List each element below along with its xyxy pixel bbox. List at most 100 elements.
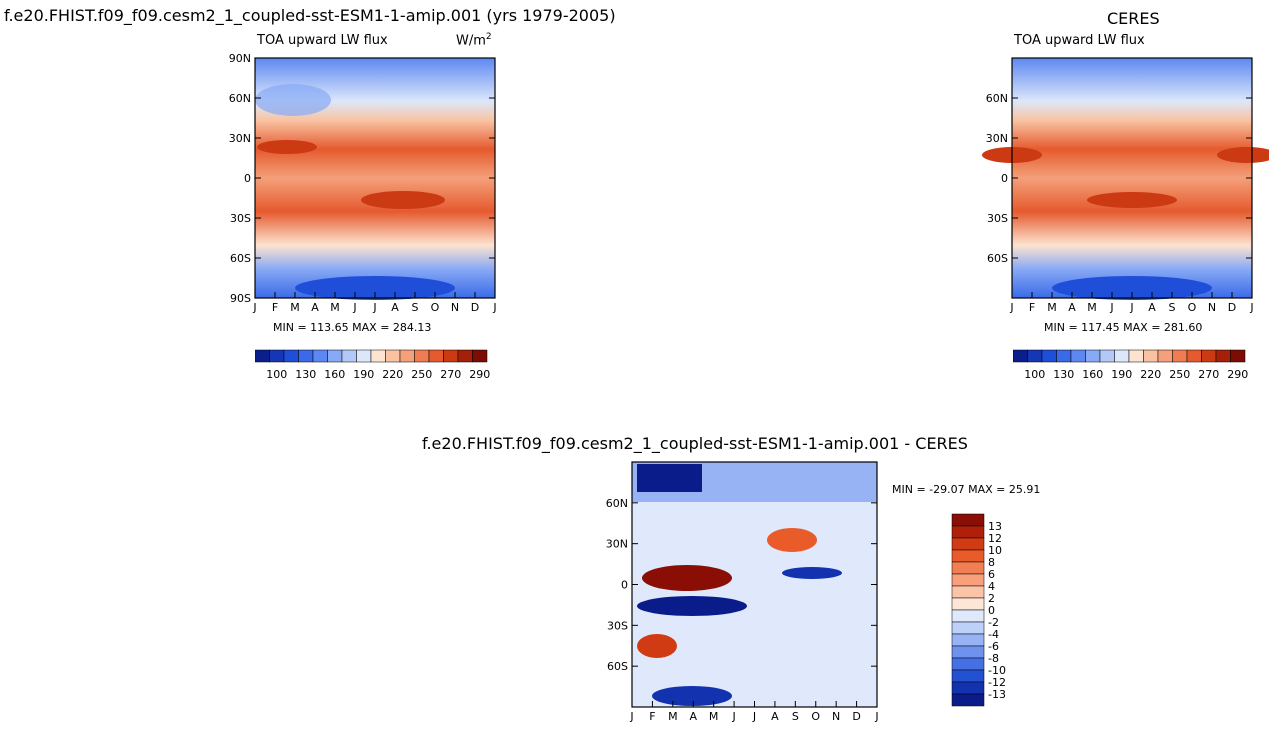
ceres-colorbar-cell <box>1172 349 1188 363</box>
diff-colorbar-cell <box>951 693 985 707</box>
ceres-xtick-label: J <box>1249 301 1253 314</box>
diff-xtick-label: S <box>792 710 799 723</box>
diff-colorbar-cell <box>951 669 985 683</box>
model-colorbar-label: 290 <box>469 368 490 381</box>
model-xtick-label: N <box>451 301 459 314</box>
ceres-ytick-label: 30S <box>987 212 1008 225</box>
ceres-colorbar-cell <box>1215 349 1231 363</box>
diff-xtick-label: M <box>668 710 678 723</box>
diff-colorbar-label: -13 <box>988 688 1006 701</box>
diff-colorbar-label: 6 <box>988 568 995 581</box>
diff-colorbar-cell <box>951 537 985 551</box>
model-colorbar-cell <box>283 349 299 363</box>
model-ytick-label: 90N <box>229 52 251 65</box>
diff-colorbar-cell <box>951 609 985 623</box>
model-colorbar-label: 270 <box>440 368 461 381</box>
diff-xtick-label: D <box>852 710 860 723</box>
ceres-ytick-label: 60N <box>986 92 1008 105</box>
ceres-colorbar: 100 130 160 190 220 250 270 290 <box>1013 349 1248 381</box>
ceres-ytick-label: 30N <box>986 132 1008 145</box>
ceres-xtick-label: F <box>1029 301 1035 314</box>
ceres-xtick-label: D <box>1228 301 1236 314</box>
model-xtick-label: A <box>391 301 399 314</box>
diff-colorbar-cell <box>951 561 985 575</box>
model-colorbar-cell <box>414 349 430 363</box>
ceres-colorbar-cell <box>1143 349 1159 363</box>
ceres-colorbar-cell <box>1027 349 1043 363</box>
ceres-xtick-label: J <box>1109 301 1113 314</box>
diff-colorbar-label: -4 <box>988 628 999 641</box>
diff-xtick-label: F <box>649 710 655 723</box>
model-xtick-label: J <box>372 301 376 314</box>
model-xtick-label: F <box>272 301 278 314</box>
model-colorbar-cell <box>356 349 372 363</box>
model-colorbar-label: 100 <box>266 368 287 381</box>
diff-antarctic-min <box>652 686 732 706</box>
model-xtick-label: D <box>471 301 479 314</box>
ceres-colorbar-cell <box>1128 349 1144 363</box>
ceres-xtick-label: O <box>1188 301 1197 314</box>
ceres-colorbar-cell <box>1085 349 1101 363</box>
model-colorbar-cell <box>327 349 343 363</box>
model-xtick-label: M <box>290 301 300 314</box>
model-colorbar-cell <box>269 349 285 363</box>
model-nh-winter-anomaly <box>255 84 331 116</box>
right-figure-title: CERES <box>1107 9 1160 28</box>
diff-xtick-label: J <box>731 710 735 723</box>
model-colorbar-cell <box>298 349 314 363</box>
model-colorbar-cell <box>399 349 415 363</box>
diff-min-max: MIN = -29.07 MAX = 25.91 <box>892 483 1041 496</box>
ceres-colorbar-cell <box>1041 349 1057 363</box>
model-ytick-label: 90S <box>230 292 251 305</box>
diff-colorbar-cell <box>951 633 985 647</box>
ceres-colorbar-label: 250 <box>1169 368 1190 381</box>
diff-colorbar-label: 13 <box>988 520 1002 533</box>
diff-colorbar-label: 8 <box>988 556 995 569</box>
ceres-colorbar-cell <box>1013 349 1028 363</box>
model-colorbar-label: 160 <box>324 368 345 381</box>
ceres-field-fill <box>1012 58 1252 298</box>
ceres-colorbar-labels: 100 130 160 190 220 250 270 290 <box>1024 368 1248 381</box>
diff-ytick-label: 60S <box>607 660 628 673</box>
diff-nh-max <box>767 528 817 552</box>
diff-colorbar-cell <box>951 573 985 587</box>
left-figure-title: f.e20.FHIST.f09_f09.cesm2_1_coupled-sst-… <box>4 6 616 25</box>
bottom-figure-title: f.e20.FHIST.f09_f09.cesm2_1_coupled-sst-… <box>422 434 968 453</box>
model-colorbar-label: 190 <box>353 368 374 381</box>
ceres-xtick-label: S <box>1169 301 1176 314</box>
ceres-xtick-label: N <box>1208 301 1216 314</box>
ceres-ticks <box>1011 97 1253 298</box>
ceres-colorbar-cell <box>1186 349 1202 363</box>
model-colorbar-labels: 100 130 160 190 220 250 270 290 <box>266 368 490 381</box>
ceres-xtick-label: A <box>1068 301 1076 314</box>
model-colorbar-label: 130 <box>295 368 316 381</box>
model-colorbar-cell <box>385 349 401 363</box>
diff-ytick-label: 30S <box>607 619 628 632</box>
diff-colorbar-cell <box>951 681 985 695</box>
model-min-max: MIN = 113.65 MAX = 284.13 <box>273 321 432 334</box>
ceres-ytick-label: 60S <box>987 252 1008 265</box>
diff-xtick-label: M <box>709 710 719 723</box>
ceres-colorbar-label: 290 <box>1227 368 1248 381</box>
diff-tropical-max <box>642 565 732 591</box>
model-xtick-label: J <box>492 301 496 314</box>
model-colorbar-cell <box>443 349 459 363</box>
model-ytick-label: 60S <box>230 252 251 265</box>
model-nh-max-band <box>257 140 317 154</box>
diff-xtick-label: O <box>811 710 820 723</box>
ceres-colorbar-cell <box>1070 349 1086 363</box>
diff-xtick-label: N <box>832 710 840 723</box>
model-colorbar-cells <box>255 349 488 363</box>
diff-ytick-label: 60N <box>606 497 628 510</box>
diff-xtick-label: J <box>629 710 633 723</box>
model-colorbar-cell <box>312 349 328 363</box>
diff-ytick-label: 30N <box>606 538 628 551</box>
diff-colorbar-cell <box>951 585 985 599</box>
model-units-text: W/m <box>456 33 486 49</box>
